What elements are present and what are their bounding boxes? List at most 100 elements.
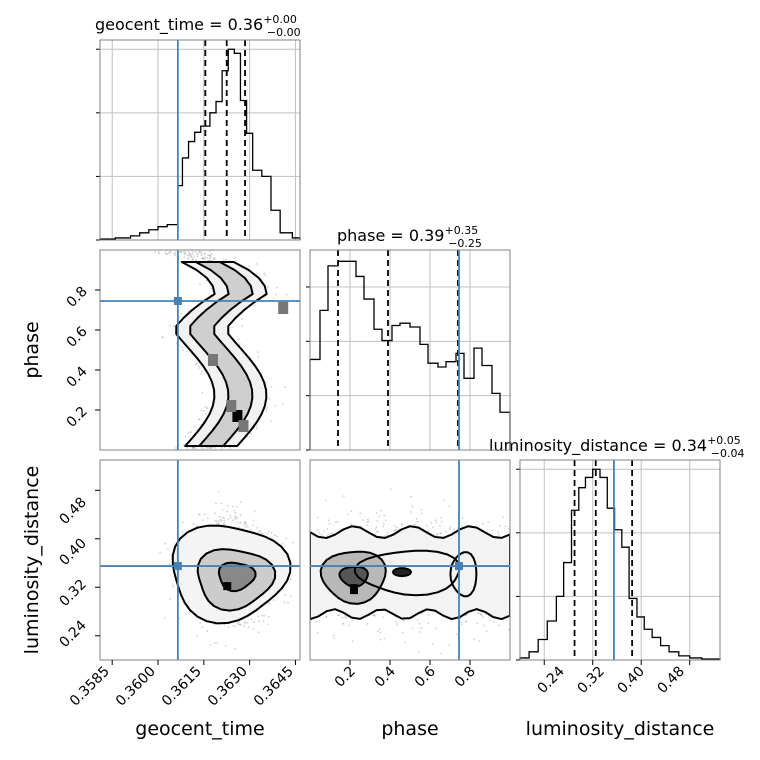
axes-frame [519, 459, 721, 661]
sample-point [181, 530, 184, 533]
density-cell [223, 582, 232, 591]
sample-point [191, 256, 194, 259]
sample-point [222, 258, 225, 261]
sample-point [190, 255, 193, 258]
sample-point [389, 488, 392, 491]
sample-point [223, 623, 226, 626]
joint-panel-geocent-time-luminosity-distance [99, 459, 301, 661]
sample-point [432, 526, 434, 528]
sample-point [183, 256, 186, 259]
sample-point [202, 257, 205, 259]
contour-inner [189, 261, 254, 447]
sample-point [198, 513, 201, 516]
sample-point [231, 519, 234, 522]
sample-point [220, 520, 223, 522]
sample-point [508, 628, 510, 631]
sample-point [199, 621, 202, 624]
sample-point [182, 444, 185, 447]
sample-point [189, 255, 192, 257]
sample-point [262, 620, 265, 622]
sample-point [241, 317, 244, 320]
sample-point [212, 258, 215, 261]
sample-point [237, 623, 240, 626]
sample-point [196, 255, 199, 258]
axes-frame [99, 249, 301, 451]
sample-point [481, 522, 484, 525]
sample-point [275, 286, 278, 289]
sample-point [162, 336, 165, 339]
sample-point [202, 257, 204, 260]
sample-point [250, 618, 253, 621]
sample-point [229, 447, 231, 449]
sample-point [410, 495, 413, 498]
sample-point [431, 643, 434, 646]
sample-point [196, 253, 199, 256]
marginal-title-phase: phase = 0.39+0.35 −0.25 [337, 224, 482, 250]
sample-point [258, 530, 261, 533]
sample-point [173, 253, 176, 255]
sample-point [383, 514, 386, 517]
sample-point [359, 512, 362, 515]
sample-point [274, 404, 277, 407]
sample-point [181, 346, 184, 349]
sample-point [193, 255, 196, 258]
sample-point [215, 520, 218, 523]
sample-point [427, 614, 430, 616]
sample-point [245, 524, 248, 526]
sample-point [227, 626, 230, 629]
density-cell [207, 354, 218, 366]
sample-point [336, 520, 339, 523]
sample-point [169, 251, 171, 253]
sample-point [411, 627, 414, 630]
sample-point [258, 620, 260, 623]
sample-point [167, 252, 170, 254]
sample-point [244, 622, 246, 625]
sample-point [209, 446, 212, 449]
sample-point [214, 447, 216, 449]
sample-point [324, 499, 327, 502]
sample-point [187, 310, 190, 312]
sample-point [201, 519, 204, 521]
sample-point [416, 618, 419, 621]
sample-point [461, 517, 464, 520]
sample-point [191, 447, 194, 449]
sample-point [210, 447, 212, 449]
sample-point [376, 520, 379, 522]
sample-point [275, 293, 278, 296]
sample-point [209, 251, 212, 253]
sample-point [497, 531, 500, 534]
sample-point [206, 517, 209, 519]
sample-point [449, 526, 452, 528]
sample-point [174, 254, 177, 257]
sample-point [362, 519, 365, 521]
sample-point [440, 652, 442, 655]
sample-point [268, 397, 271, 400]
sample-point [213, 258, 216, 261]
sample-point [198, 513, 201, 516]
sample-point [267, 286, 269, 288]
sample-point [154, 251, 157, 253]
sample-point [378, 515, 381, 517]
sample-point [460, 623, 463, 626]
sample-point [195, 524, 198, 527]
sample-point [257, 531, 260, 534]
sample-point [366, 524, 369, 527]
sample-point [264, 274, 267, 277]
sample-point [384, 519, 387, 522]
sample-point [382, 525, 385, 528]
sample-point [227, 518, 230, 521]
sample-point [276, 535, 279, 538]
sample-point [188, 611, 191, 614]
sample-point [210, 447, 212, 449]
sample-point [316, 516, 319, 519]
sample-point [263, 614, 266, 617]
sample-point [200, 254, 203, 257]
sample-point [226, 510, 229, 513]
sample-point [257, 615, 259, 618]
sample-point [264, 408, 267, 411]
sample-point [382, 522, 385, 525]
sample-point [351, 619, 354, 622]
sample-point [234, 518, 237, 520]
sample-point [248, 264, 251, 267]
